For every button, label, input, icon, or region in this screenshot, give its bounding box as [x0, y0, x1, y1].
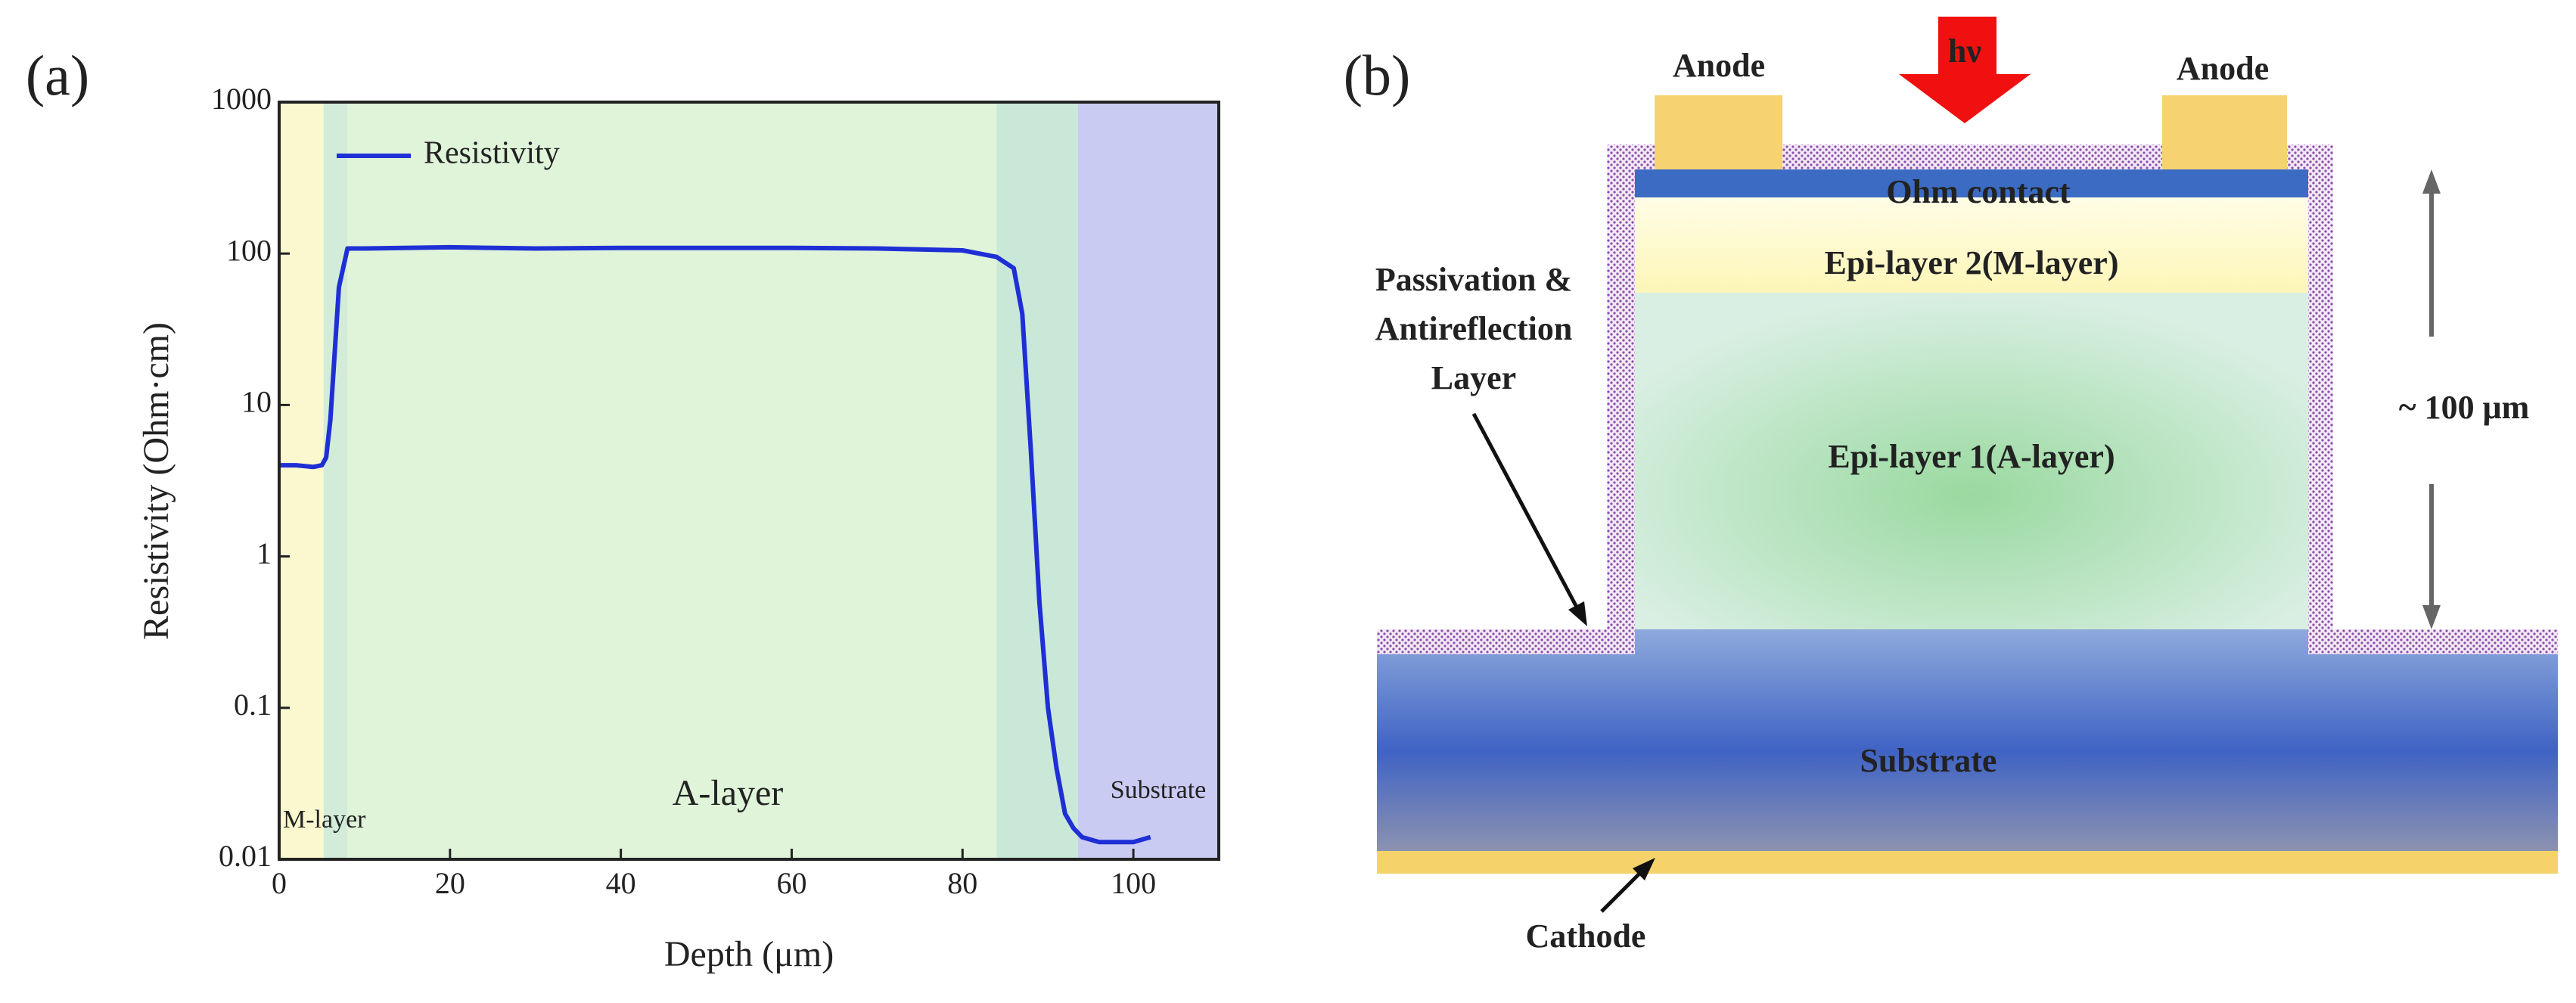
anode-label: Anode	[2177, 50, 2269, 87]
y-tick-label: 100	[226, 233, 272, 267]
light-label: hν	[1948, 33, 1981, 70]
arrow-head	[2422, 169, 2441, 194]
cathode-label: Cathode	[1526, 918, 1646, 955]
x-tick-label: 0	[272, 866, 287, 900]
region-band	[279, 102, 324, 859]
x-tick-label: 80	[947, 866, 977, 900]
epi2-label: Epi-layer 2(M-layer)	[1825, 244, 2119, 281]
arrow-head	[1568, 601, 1587, 626]
x-axis-title: Depth (μm)	[664, 934, 834, 974]
passivation-arrow	[1471, 412, 1582, 614]
panel-label: (a)	[26, 44, 89, 107]
anode-contact	[2196, 144, 2257, 169]
x-tick-label: 40	[606, 866, 636, 900]
region-band	[323, 102, 348, 859]
epi-layer-1	[1635, 293, 2308, 629]
x-tick-label: 60	[776, 866, 806, 900]
x-tick-label: 100	[1111, 866, 1156, 900]
passivation-label: Antireflection	[1375, 310, 1573, 347]
arrow-head	[2422, 605, 2441, 629]
light-arrow	[1899, 17, 2031, 123]
panel-label: (b)	[1344, 44, 1411, 107]
ohm-contact-label: Ohm contact	[1886, 173, 2071, 210]
epi-layer-2	[1635, 197, 2308, 293]
passivation-layer	[1377, 144, 2558, 654]
region-label: A-layer	[673, 773, 784, 813]
region-label: M-layer	[283, 806, 366, 834]
thickness-label: ~ 100 μm	[2399, 389, 2529, 426]
chart: (a) Depth (μm) Resistivity (Ohm·cm) M-la…	[26, 44, 1220, 974]
passivation-label: Passivation &	[1375, 261, 1572, 298]
y-tick-label: 10	[241, 385, 272, 419]
arrow-head	[1633, 858, 1655, 880]
device-diagram: (b) hν Anode Anode Ohm contact Epi-layer…	[1344, 17, 2558, 955]
epi1-label: Epi-layer 1(A-layer)	[1828, 438, 2115, 475]
y-tick-label: 1000	[211, 82, 272, 116]
substrate-label: Substrate	[1860, 742, 1997, 779]
y-tick-label: 0.01	[219, 839, 272, 873]
anode-label: Anode	[1673, 47, 1765, 84]
plot-frame	[278, 101, 1220, 861]
region-label: Substrate	[1111, 776, 1207, 804]
cathode-arrow	[1600, 866, 1647, 913]
passivation-label: Layer	[1431, 359, 1516, 396]
y-axis-title: Resistivity (Ohm·cm)	[136, 322, 176, 640]
data-line	[279, 244, 1151, 845]
y-tick-label: 1	[256, 536, 272, 570]
legend-label: Resistivity	[424, 136, 560, 171]
cathode-layer	[1377, 851, 2558, 874]
region-band	[996, 102, 1078, 859]
region-band	[347, 102, 997, 859]
anode-contact	[1681, 144, 1756, 169]
region-band	[1077, 102, 1219, 859]
y-tick-label: 0.1	[234, 688, 272, 722]
substrate-layer	[1377, 629, 2558, 851]
x-tick-label: 20	[435, 866, 465, 900]
ohm-contact-layer	[1635, 169, 2308, 197]
